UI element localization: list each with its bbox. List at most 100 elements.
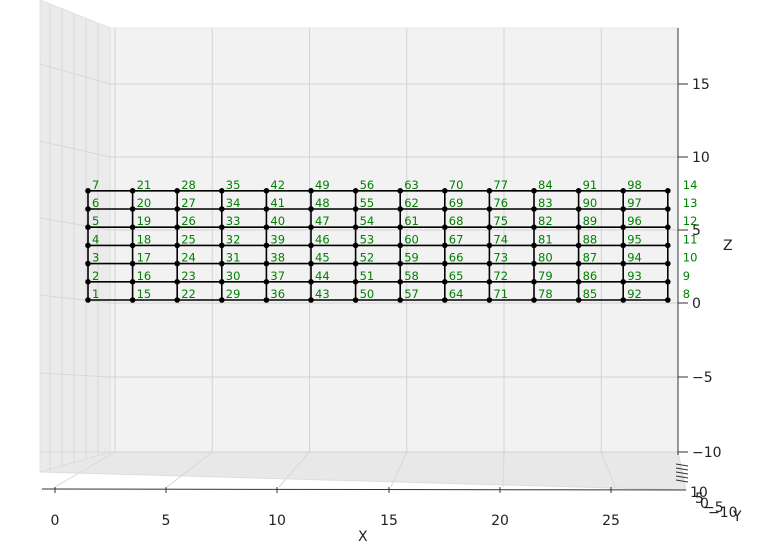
node-label-3: 3 — [92, 251, 99, 265]
node-50 — [352, 297, 359, 303]
floor-grid-line-0 — [54, 451, 116, 488]
z-tick-label-3: 0 — [692, 296, 701, 312]
node-label-91: 91 — [583, 178, 598, 192]
node-label-49: 49 — [315, 178, 330, 192]
node-30 — [219, 279, 225, 285]
y-tick-mark-0 — [675, 463, 689, 467]
node-26 — [174, 224, 180, 230]
x-tick-label-15: 15 — [380, 513, 398, 529]
node-7 — [85, 188, 91, 194]
z-tick-label-4: −5 — [692, 370, 713, 386]
node-88 — [575, 242, 582, 249]
node-label-67: 67 — [449, 232, 464, 246]
node-23 — [174, 279, 180, 285]
node-label-82: 82 — [538, 214, 553, 228]
node-label-21: 21 — [137, 178, 152, 192]
y-axis-label: Y — [732, 509, 742, 525]
node-27 — [174, 206, 180, 212]
node-39 — [263, 242, 270, 249]
node-35 — [219, 188, 225, 194]
node-60 — [397, 242, 404, 249]
y-tick-label-2: 0 — [700, 496, 709, 512]
node-label-54: 54 — [360, 214, 375, 228]
node-label-56: 56 — [360, 178, 375, 192]
node-label-90: 90 — [583, 196, 598, 210]
node-81 — [531, 242, 537, 249]
node-label-38: 38 — [270, 251, 285, 265]
node-label-34: 34 — [226, 196, 241, 210]
node-49 — [308, 188, 314, 194]
z-tick-label-5: −10 — [692, 445, 722, 461]
node-72 — [486, 279, 493, 285]
node-4 — [85, 242, 91, 249]
node-label-52: 52 — [360, 251, 375, 265]
node-label-33: 33 — [226, 214, 241, 228]
node-label-81: 81 — [538, 232, 553, 246]
node-12 — [665, 224, 671, 230]
node-label-8: 8 — [683, 287, 690, 301]
node-36 — [263, 297, 270, 303]
node-label-12: 12 — [683, 214, 698, 228]
node-label-89: 89 — [583, 214, 598, 228]
node-86 — [575, 279, 582, 285]
node-42 — [263, 188, 270, 194]
node-label-68: 68 — [449, 214, 464, 228]
node-label-87: 87 — [583, 251, 598, 265]
node-1 — [85, 297, 91, 303]
z-axis-label: Z — [723, 238, 733, 254]
node-label-42: 42 — [270, 178, 285, 192]
node-87 — [575, 260, 582, 267]
node-54 — [352, 224, 359, 230]
node-label-77: 77 — [493, 178, 508, 192]
node-5 — [85, 224, 91, 230]
node-label-11: 11 — [683, 232, 698, 246]
node-label-32: 32 — [226, 232, 241, 246]
node-label-7: 7 — [92, 178, 99, 192]
node-31 — [219, 260, 225, 267]
node-label-48: 48 — [315, 196, 330, 210]
node-64 — [442, 297, 448, 303]
node-73 — [486, 260, 493, 267]
node-label-97: 97 — [627, 196, 642, 210]
node-98 — [620, 188, 626, 194]
node-label-27: 27 — [181, 196, 196, 210]
node-label-92: 92 — [627, 287, 642, 301]
y-tick-label-3: −5 — [703, 500, 724, 516]
node-62 — [397, 206, 404, 212]
node-label-22: 22 — [181, 287, 196, 301]
node-96 — [620, 224, 626, 230]
node-label-25: 25 — [181, 232, 196, 246]
node-21 — [129, 188, 136, 194]
node-66 — [442, 260, 448, 267]
node-40 — [263, 224, 270, 230]
node-85 — [575, 297, 582, 303]
floor-pane — [39, 451, 687, 491]
x-tick-label-10: 10 — [268, 513, 286, 529]
node-24 — [174, 260, 180, 267]
node-label-88: 88 — [583, 232, 598, 246]
node-label-18: 18 — [137, 232, 152, 246]
node-18 — [129, 242, 136, 249]
node-14 — [665, 188, 671, 194]
node-label-64: 64 — [449, 287, 464, 301]
node-16 — [129, 279, 136, 285]
node-97 — [620, 206, 626, 212]
node-label-10: 10 — [683, 251, 698, 265]
node-label-20: 20 — [137, 196, 152, 210]
node-label-4: 4 — [92, 232, 99, 246]
floor-grid-line-2 — [278, 451, 310, 488]
node-label-39: 39 — [270, 232, 285, 246]
node-11 — [665, 242, 671, 249]
node-41 — [263, 206, 270, 212]
node-29 — [219, 297, 225, 303]
node-label-36: 36 — [270, 287, 285, 301]
x-axis-line — [41, 488, 687, 491]
node-label-66: 66 — [449, 251, 464, 265]
node-55 — [352, 206, 359, 212]
node-58 — [397, 279, 404, 285]
node-label-94: 94 — [627, 251, 642, 265]
node-78 — [531, 297, 537, 303]
y-tick-mark-4 — [675, 479, 689, 483]
floor-grid-line-3 — [390, 451, 408, 488]
node-label-71: 71 — [493, 287, 508, 301]
